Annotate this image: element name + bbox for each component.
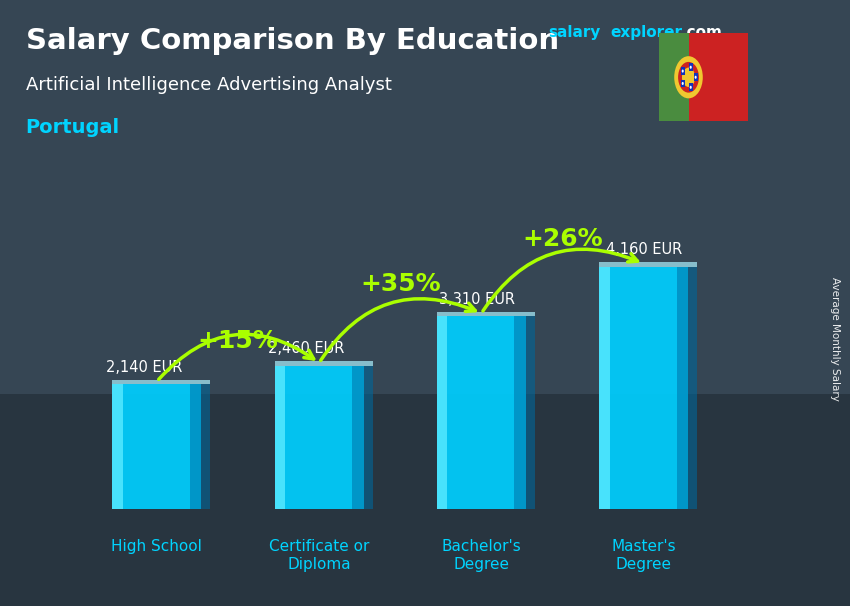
Bar (275, 365, 286, 509)
Text: Average Monthly Salary: Average Monthly Salary (830, 278, 840, 401)
Bar (201, 384, 211, 509)
FancyArrowPatch shape (483, 249, 638, 311)
Text: Certificate or
Diploma: Certificate or Diploma (269, 539, 369, 571)
Bar (599, 267, 609, 509)
Text: +15%: +15% (197, 329, 278, 353)
Bar (659, 33, 688, 121)
Bar (0, 394, 850, 606)
Text: Master's
Degree: Master's Degree (611, 539, 676, 571)
Circle shape (682, 82, 683, 85)
Circle shape (689, 86, 692, 89)
Bar (364, 365, 372, 509)
Bar (694, 73, 698, 81)
Bar (437, 316, 447, 509)
Circle shape (678, 62, 699, 93)
Bar (681, 67, 685, 75)
Bar (437, 311, 535, 316)
Bar (112, 384, 123, 509)
Bar (677, 267, 688, 509)
Text: Bachelor's
Degree: Bachelor's Degree (441, 539, 521, 571)
Bar (599, 267, 689, 509)
Text: +35%: +35% (360, 271, 440, 296)
Circle shape (682, 68, 695, 87)
FancyArrowPatch shape (320, 299, 475, 361)
Bar (190, 384, 201, 509)
Text: explorer: explorer (610, 25, 683, 41)
Bar (0, 0, 850, 424)
Circle shape (674, 56, 703, 98)
Circle shape (682, 70, 683, 73)
Bar (275, 365, 364, 509)
Bar (352, 365, 364, 509)
Bar (599, 262, 697, 267)
Text: 3,310 EUR: 3,310 EUR (439, 292, 514, 307)
Text: salary: salary (548, 25, 601, 41)
Text: 2,140 EUR: 2,140 EUR (105, 360, 182, 375)
Bar (688, 33, 748, 121)
Text: Portugal: Portugal (26, 118, 120, 137)
Circle shape (694, 76, 697, 79)
Bar (526, 316, 535, 509)
Bar (112, 384, 201, 509)
Text: 2,460 EUR: 2,460 EUR (268, 341, 344, 356)
FancyArrowPatch shape (159, 335, 314, 379)
Bar (688, 84, 693, 92)
Bar (112, 380, 211, 384)
Bar (437, 316, 526, 509)
Text: Salary Comparison By Education: Salary Comparison By Education (26, 27, 558, 55)
Circle shape (689, 65, 692, 68)
Text: 4,160 EUR: 4,160 EUR (605, 242, 682, 258)
Bar (688, 63, 693, 71)
Text: Artificial Intelligence Advertising Analyst: Artificial Intelligence Advertising Anal… (26, 76, 391, 94)
Bar (275, 361, 372, 365)
Text: .com: .com (682, 25, 722, 41)
Text: High School: High School (111, 539, 202, 554)
Text: +26%: +26% (522, 227, 603, 251)
Bar (514, 316, 526, 509)
Bar (688, 267, 697, 509)
Bar (681, 79, 685, 87)
